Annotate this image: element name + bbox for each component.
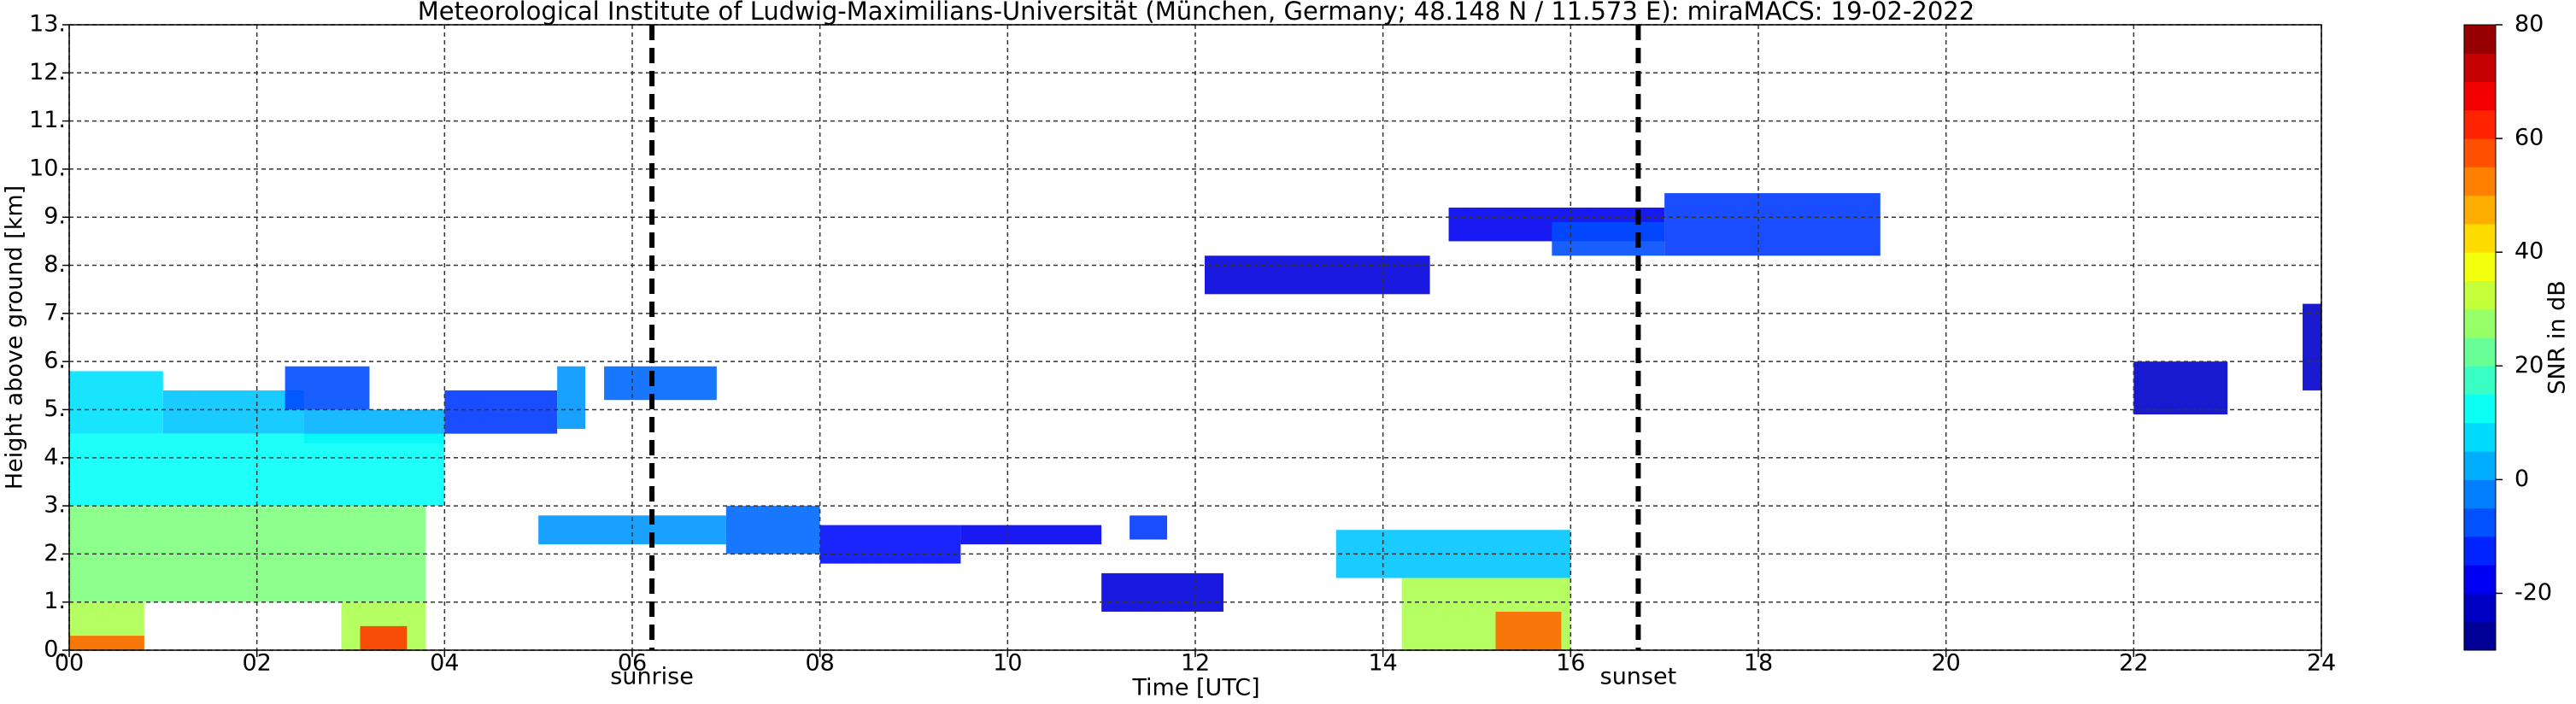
- y-tick-label: 13.: [29, 11, 66, 38]
- colorbar-band: [2464, 366, 2496, 396]
- colorbar-band: [2464, 507, 2496, 537]
- colorbar-band: [2464, 308, 2496, 338]
- echo-cell: [1495, 611, 1562, 650]
- colorbar-band: [2464, 479, 2496, 509]
- echo-cell: [1664, 193, 1881, 256]
- y-tick-label: 11.: [29, 107, 66, 133]
- y-axis-label: Height above ground [km]: [2, 185, 28, 490]
- colorbar-tick-label: 40: [2514, 238, 2544, 265]
- x-axis-label: Time [UTC]: [1131, 675, 1259, 701]
- chart-title: Meteorological Institute of Ludwig-Maxim…: [418, 0, 1975, 26]
- x-tick-label: 24: [2307, 650, 2336, 677]
- x-tick-label: 04: [430, 650, 459, 677]
- colorbar-band: [2464, 25, 2496, 54]
- x-tick-label: 02: [242, 650, 271, 677]
- colorbar-tick-label: 60: [2514, 125, 2544, 151]
- colorbar-band: [2464, 536, 2496, 566]
- x-tick-label: 14: [1368, 650, 1397, 677]
- x-tick-label: 00: [55, 650, 84, 677]
- colorbar-band: [2464, 167, 2496, 197]
- echo-cell: [725, 506, 820, 554]
- y-tick-label: 9.: [44, 203, 66, 230]
- x-tick-label: 06: [618, 650, 647, 677]
- y-tick-label: 12.: [29, 59, 66, 85]
- y-tick-label: 8.: [44, 251, 66, 278]
- colorbar-frame: [2463, 24, 2497, 651]
- annotation-label: sunset: [1600, 664, 1677, 690]
- plot-frame: [68, 24, 2322, 651]
- colorbar-band: [2464, 252, 2496, 281]
- colorbar-label: SNR in dB: [2544, 280, 2571, 395]
- echo-cell: [360, 625, 408, 650]
- x-tick-label: 18: [1744, 650, 1773, 677]
- echo-cell: [1204, 255, 1430, 295]
- y-tick-label: 6.: [44, 348, 66, 374]
- y-tick-label: 10.: [29, 155, 66, 181]
- y-tick-label: 7.: [44, 299, 66, 326]
- x-tick-label: 22: [2119, 650, 2148, 677]
- echo-cell: [162, 390, 304, 434]
- echo-cell: [960, 525, 1102, 545]
- y-tick-label: 3.: [44, 492, 66, 519]
- colorbar-band: [2464, 138, 2496, 167]
- colorbar-tick-label: 20: [2514, 352, 2544, 378]
- colorbar-band: [2464, 195, 2496, 225]
- colorbar-tick-label: 0: [2514, 466, 2529, 492]
- echo-cell: [69, 636, 144, 650]
- y-tick-label: 2.: [44, 540, 66, 566]
- colorbar-band: [2464, 394, 2496, 424]
- echo-cell: [604, 366, 717, 401]
- colorbar-band: [2464, 451, 2496, 480]
- y-tick-label: 1.: [44, 588, 66, 614]
- colorbar-band: [2464, 53, 2496, 83]
- x-tick-label: 20: [1931, 650, 1960, 677]
- colorbar-band: [2464, 280, 2496, 310]
- colorbar-band: [2464, 81, 2496, 111]
- colorbar-tick-label: -20: [2514, 579, 2552, 606]
- echo-cell: [444, 390, 558, 434]
- echo-cell: [2133, 361, 2228, 415]
- x-tick-label: 10: [993, 650, 1022, 677]
- echo-cell: [1552, 221, 1665, 256]
- colorbar-band: [2464, 593, 2496, 623]
- echo-cell: [819, 525, 961, 564]
- colorbar-tick-label: 80: [2514, 11, 2544, 38]
- annotation-label: sunrise: [610, 664, 694, 690]
- colorbar-band: [2464, 422, 2496, 452]
- colorbar-band: [2464, 223, 2496, 253]
- x-tick-label: 12: [1181, 650, 1210, 677]
- y-tick-label: 4.: [44, 443, 66, 470]
- echo-cell: [285, 366, 370, 410]
- y-tick-label: 5.: [44, 396, 66, 422]
- colorbar-band: [2464, 337, 2496, 367]
- echo-cell: [1101, 572, 1223, 612]
- echo-cell: [557, 366, 586, 429]
- y-tick-label: 0.: [44, 637, 66, 663]
- echo-cell: [1130, 515, 1168, 540]
- x-tick-label: 08: [805, 650, 834, 677]
- x-tick-label: 16: [1556, 650, 1585, 677]
- echo-cell: [69, 371, 163, 434]
- echo-cell: [2303, 303, 2321, 390]
- colorbar-band: [2464, 621, 2496, 651]
- colorbar-band: [2464, 109, 2496, 139]
- colorbar-band: [2464, 565, 2496, 594]
